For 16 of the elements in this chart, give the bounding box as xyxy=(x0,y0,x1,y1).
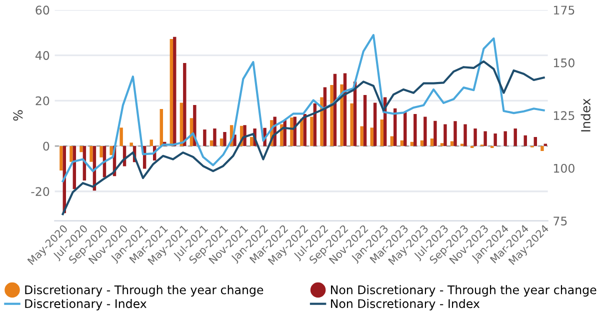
legend-label: Non Discretionary - Through the year change xyxy=(331,285,596,297)
y2-tick-label: 100 xyxy=(554,164,574,173)
y2-tick-label: 125 xyxy=(554,111,574,120)
y2-tick-label: 150 xyxy=(554,58,574,68)
y-tick-label: 60 xyxy=(36,6,50,15)
legend-label: Discretionary - Through the year change xyxy=(25,285,264,297)
y-tick-label: 0 xyxy=(43,142,50,151)
y-tick-label: 20 xyxy=(36,96,50,106)
y-tick-label: -20 xyxy=(31,187,50,196)
y-axis-title: % xyxy=(13,110,23,121)
y2-axis-title: Index xyxy=(580,98,590,132)
legend-label: Non Discretionary - Index xyxy=(331,298,480,310)
y-tick-label: 40 xyxy=(35,51,50,60)
legend-label: Discretionary - Index xyxy=(25,298,146,310)
y2-tick-label: 175 xyxy=(554,6,574,15)
y2-tick-label: 75 xyxy=(554,216,567,226)
